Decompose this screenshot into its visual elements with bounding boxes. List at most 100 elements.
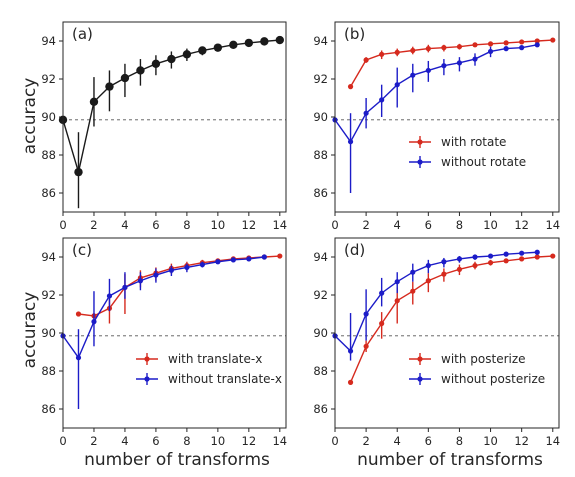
x-tick-label: 12: [242, 434, 257, 448]
y-tick-label: 90: [313, 110, 328, 124]
data-point: [410, 269, 416, 275]
y-tick-label: 92: [313, 288, 328, 302]
x-tick-label: 12: [242, 218, 257, 232]
data-point: [260, 37, 269, 46]
data-point: [425, 278, 431, 284]
data-point: [472, 254, 478, 260]
data-point: [441, 63, 447, 69]
x-tick-label: 14: [272, 434, 287, 448]
data-point: [394, 298, 400, 304]
panel-label: (a): [72, 25, 93, 43]
chart-panel-2: 0 2 4 6 8 10 12 14 86 88 90 92 94 (b) with rotate witho…: [313, 21, 560, 232]
data-point: [394, 82, 400, 88]
data-point: [136, 66, 145, 75]
x-tick-label: 10: [211, 218, 226, 232]
legend-swatch-marker: [144, 376, 150, 382]
data-point: [519, 45, 525, 51]
legend-label: with translate-x: [168, 352, 262, 366]
data-point: [410, 72, 416, 78]
chart-panel-3: 0 2 4 6 8 10 12 14 86 88 90 92 94 (c) with translate-x…: [41, 237, 287, 448]
legend: with rotate without rotate: [409, 135, 526, 169]
data-point: [441, 259, 447, 265]
legend-label: without rotate: [441, 155, 526, 169]
data-point: [167, 54, 176, 64]
data-point: [425, 46, 431, 52]
x-tick-label: 2: [90, 218, 97, 232]
data-point: [534, 249, 540, 255]
data-point: [456, 256, 463, 262]
data-point: [379, 51, 385, 57]
series-2: [60, 254, 267, 409]
y-tick-label: 94: [41, 34, 56, 48]
y-axis-label-top: accuracy: [20, 78, 40, 155]
y-tick-label: 94: [313, 250, 328, 264]
y-tick-label: 86: [41, 402, 56, 416]
legend: with translate-x without translate-x: [136, 352, 282, 386]
y-axis-label-bottom: accuracy: [20, 292, 40, 369]
legend-swatch-marker: [144, 356, 150, 362]
data-point: [534, 254, 540, 260]
data-point: [137, 278, 144, 284]
x-axis-label-left: number of transforms: [84, 450, 270, 470]
series-1: [347, 37, 556, 90]
x-axis-label-right: number of transforms: [357, 450, 543, 470]
x-tick-label: 8: [183, 434, 190, 448]
data-point: [277, 253, 283, 259]
y-tick-label: 92: [41, 288, 56, 302]
data-point: [199, 262, 205, 268]
data-point: [244, 38, 254, 48]
data-point: [503, 40, 509, 46]
data-point: [91, 319, 97, 325]
data-point: [153, 272, 159, 278]
data-point: [347, 84, 354, 90]
x-tick-label: 4: [121, 218, 128, 232]
data-point: [347, 139, 354, 145]
panel-label: (b): [344, 25, 365, 43]
data-point: [363, 110, 369, 116]
y-tick-label: 94: [41, 250, 56, 264]
data-point: [441, 271, 447, 277]
y-tick-label: 92: [313, 72, 328, 86]
x-tick-label: 10: [483, 434, 498, 448]
plot-frame: [334, 237, 560, 429]
y-tick-label: 88: [41, 148, 56, 162]
x-tick-label: 10: [483, 218, 498, 232]
chart-panel-1: 0 2 4 6 8 10 12 14 86 88 90 92 94 (a): [41, 21, 287, 232]
data-point: [75, 311, 82, 317]
series-1: [347, 253, 556, 385]
data-point: [456, 44, 463, 50]
x-tick-label: 4: [121, 434, 128, 448]
data-point: [503, 258, 509, 264]
y-tick-label: 92: [41, 72, 56, 86]
data-point: [503, 46, 509, 52]
x-tick-label: 14: [272, 218, 287, 232]
data-point: [487, 48, 494, 55]
y-tick-label: 88: [41, 364, 56, 378]
data-point: [472, 42, 478, 48]
data-point: [230, 257, 236, 263]
data-point: [550, 37, 556, 43]
legend-label: with posterize: [441, 352, 526, 366]
y-tick-label: 90: [41, 110, 56, 124]
data-point: [379, 97, 385, 103]
data-point: [379, 290, 385, 296]
y-tick-label: 86: [41, 186, 56, 200]
data-point: [168, 267, 175, 273]
plot-frame: [62, 21, 287, 213]
x-tick-label: 14: [545, 434, 560, 448]
data-point: [456, 266, 463, 272]
data-point: [89, 97, 99, 107]
legend-label: without posterize: [441, 372, 545, 386]
x-tick-label: 8: [456, 218, 463, 232]
data-point: [503, 251, 509, 257]
data-point: [105, 82, 114, 91]
x-tick-label: 8: [183, 218, 190, 232]
data-point: [363, 343, 369, 349]
x-tick-label: 0: [331, 218, 338, 232]
data-point: [410, 288, 416, 294]
data-point: [275, 35, 285, 45]
x-tick-label: 6: [152, 434, 159, 448]
data-point: [261, 254, 267, 260]
